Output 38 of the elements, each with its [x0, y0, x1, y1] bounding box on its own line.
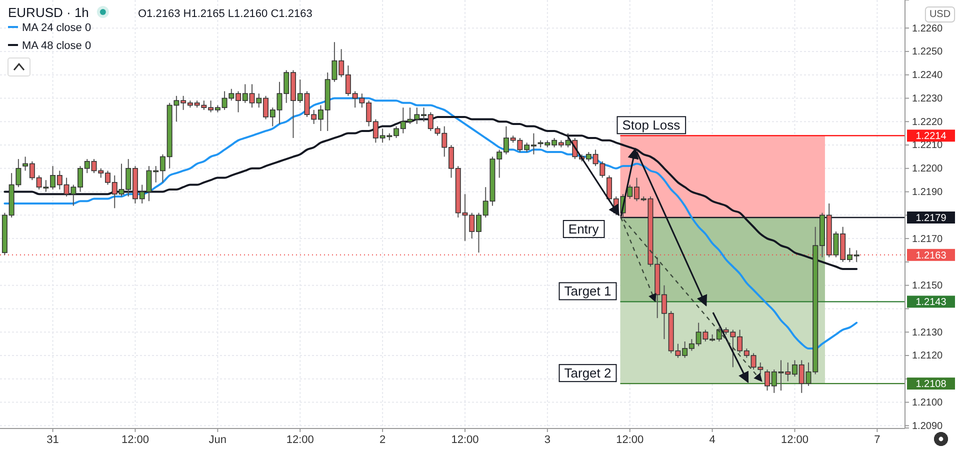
- x-tick-label: 7: [874, 434, 880, 446]
- x-tick-label: 12:00: [121, 434, 149, 446]
- x-tick-label: 12:00: [451, 434, 479, 446]
- x-tick-label: 12:00: [780, 434, 809, 446]
- legend-label: MA 48 close 0: [22, 40, 92, 52]
- y-tick-label: 1.2240: [912, 70, 944, 82]
- x-tick-label: Jun: [208, 434, 227, 446]
- annotation: Entry: [568, 222, 600, 237]
- chart-title: EURUSD · 1h: [8, 5, 89, 20]
- annotation: Stop Loss: [622, 118, 681, 133]
- annotation: O1.2163 H1.2165 L1.2160 C1.2163: [138, 8, 312, 20]
- x-tick-label: 12:00: [286, 434, 314, 446]
- y-tick-label: 1.2090: [912, 420, 944, 432]
- ref-line-label: 1.2143: [916, 297, 947, 308]
- x-tick-label: 31: [46, 434, 59, 446]
- y-tick-label: 1.2100: [912, 397, 944, 408]
- annotation: Target 2: [564, 366, 612, 381]
- ref-line-label: 1.2163: [916, 250, 947, 262]
- x-tick-label: 2: [379, 434, 386, 446]
- y-tick-label: 1.2260: [912, 23, 944, 34]
- y-tick-label: 1.2130: [912, 327, 944, 338]
- y-tick-label: 1.2170: [912, 234, 944, 245]
- x-tick-label: 12:00: [616, 434, 644, 446]
- y-tick-label: 1.2120: [912, 350, 944, 362]
- ref-line-label: 1.2214: [916, 131, 947, 142]
- y-tick-label: 1.2150: [912, 280, 944, 292]
- y-tick-label: 1.2200: [912, 164, 944, 175]
- ref-line-label: 1.2179: [916, 213, 947, 224]
- y-tick-label: 1.2220: [912, 116, 944, 128]
- legend-label: MA 24 close 0: [22, 22, 92, 34]
- x-tick-label: 4: [709, 434, 716, 446]
- x-tick-label: 3: [544, 434, 550, 446]
- annotation: Target 1: [564, 284, 612, 299]
- y-tick-label: 1.2250: [912, 46, 944, 58]
- ref-line-label: 1.2108: [916, 379, 947, 390]
- y-tick-label: 1.2190: [912, 186, 944, 198]
- y-tick-label: 1.2230: [912, 93, 944, 104]
- text: USD: [929, 9, 951, 20]
